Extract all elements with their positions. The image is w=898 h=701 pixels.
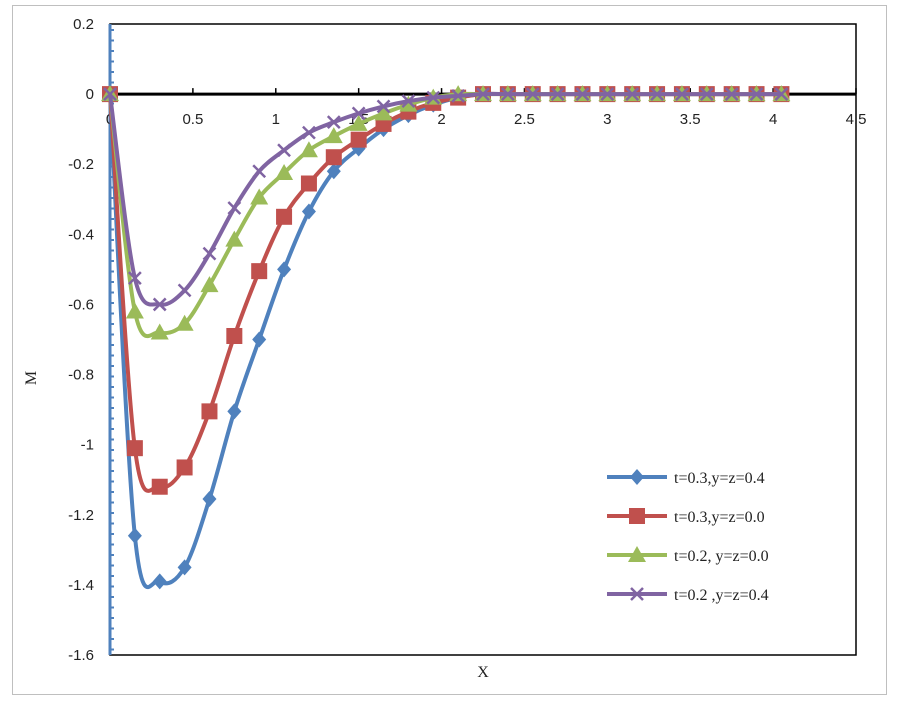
legend-swatch-marker [630, 587, 644, 601]
data-point [126, 440, 143, 457]
legend-swatch-marker [628, 546, 646, 562]
series-line [108, 91, 782, 493]
y-tick-label: -1 [81, 437, 94, 454]
x-tick-label: 0.5 [182, 111, 203, 128]
data-point [600, 87, 615, 101]
x-tick-label: 4 [769, 111, 777, 128]
data-point [177, 559, 192, 576]
data-point [351, 106, 366, 121]
data-point [749, 87, 764, 101]
data-point [200, 276, 219, 293]
series-group-4 [103, 87, 789, 312]
data-point [324, 127, 343, 144]
data-point [650, 87, 664, 101]
data-point [350, 131, 367, 148]
data-point [476, 87, 490, 101]
data-point [177, 283, 192, 298]
data-point [152, 297, 167, 312]
data-point [299, 141, 318, 158]
series-line [108, 91, 782, 338]
y-tick-label: -0.4 [68, 226, 94, 243]
x-tick-label: 2 [437, 111, 445, 128]
data-point [376, 99, 391, 114]
data-point [401, 94, 416, 109]
data-point [625, 87, 640, 101]
x-tick-label: 3 [603, 111, 611, 128]
x-tick-label: 2.5 [514, 111, 535, 128]
data-point [277, 143, 291, 158]
data-point [275, 163, 294, 180]
data-point [326, 115, 341, 130]
y-axis-title: M [23, 371, 40, 385]
data-point [277, 261, 292, 278]
data-point [226, 327, 243, 344]
x-tick-label: 1 [272, 111, 280, 128]
legend-label: t=0.3,y=z=0.0 [674, 509, 765, 526]
y-tick-label: 0.2 [73, 16, 94, 33]
legend-entry: t=0.2 ,y=z=0.4 [607, 587, 769, 604]
data-point [426, 90, 441, 105]
data-point [699, 87, 714, 101]
y-tick-label: -1.2 [68, 507, 94, 524]
data-point [225, 230, 244, 247]
data-point [300, 175, 317, 192]
data-point [550, 87, 565, 101]
data-point [251, 263, 268, 280]
data-point [675, 87, 689, 101]
data-point [774, 87, 789, 101]
y-tick-label: 0 [86, 86, 94, 103]
legend-entry: t=0.2, y=z=0.0 [607, 546, 769, 565]
legend-label: t=0.2, y=z=0.0 [674, 548, 769, 565]
legend-label: t=0.3,y=z=0.4 [674, 470, 765, 487]
data-point [151, 478, 168, 495]
data-point [227, 403, 242, 420]
legend-swatch-marker [630, 469, 644, 485]
data-point [301, 203, 316, 220]
data-point [252, 331, 267, 348]
y-tick-label: -0.2 [68, 156, 94, 173]
data-point [276, 208, 293, 225]
data-point [127, 271, 142, 286]
data-point [325, 149, 342, 166]
y-tick-label: -1.6 [68, 647, 94, 664]
data-point [152, 573, 167, 590]
x-tick-label: 3.5 [680, 111, 701, 128]
data-point [399, 95, 418, 112]
legend-entry: t=0.3,y=z=0.4 [607, 469, 765, 487]
data-point [227, 201, 242, 215]
data-point [202, 246, 217, 261]
y-tick-label: -0.8 [68, 367, 94, 384]
y-tick-label: -1.4 [68, 577, 94, 594]
x-tick-label: 4.5 [846, 111, 867, 128]
data-point [175, 314, 194, 331]
data-point [202, 491, 217, 508]
data-point [374, 104, 393, 121]
data-point [201, 403, 218, 420]
data-point [103, 87, 117, 101]
data-point [127, 527, 142, 544]
data-point [451, 88, 466, 103]
data-point [302, 125, 316, 140]
data-point [250, 188, 269, 205]
data-point [500, 87, 515, 101]
data-point [176, 459, 193, 476]
legend-label: t=0.2 ,y=z=0.4 [674, 587, 769, 604]
legend-swatch-marker [629, 508, 645, 524]
data-point [575, 87, 590, 101]
legend-entry: t=0.3,y=z=0.0 [607, 508, 765, 526]
x-axis-title: X [477, 664, 489, 681]
data-point [252, 164, 267, 179]
data-point [349, 114, 368, 131]
data-point [125, 302, 144, 319]
data-point [150, 323, 169, 340]
data-point [525, 87, 540, 101]
data-point [724, 87, 739, 101]
data-point [326, 163, 341, 180]
y-tick-label: -0.6 [68, 296, 94, 313]
